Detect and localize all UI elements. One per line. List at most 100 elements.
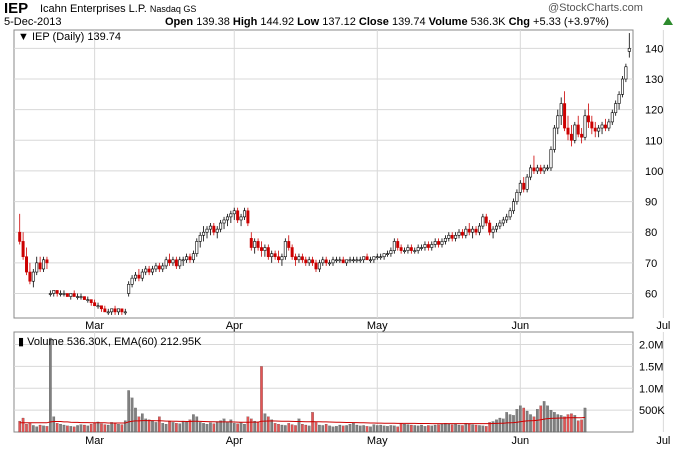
price-candle: [65, 293, 69, 297]
price-candle: [86, 299, 90, 301]
volume-label: Volume: [428, 16, 468, 28]
volume-bar: [120, 424, 124, 433]
volume-bar: [127, 390, 130, 433]
volume-bar: [413, 425, 417, 433]
volume-bar: [117, 424, 120, 433]
price-candle: [229, 213, 233, 218]
volume-bar: [55, 423, 59, 433]
price-candle: [600, 124, 604, 129]
volume-bar: [273, 423, 277, 433]
volume-bar: [420, 424, 423, 433]
volume-panel: 2.0M 1.5M 1.0M 500K: [13, 331, 665, 433]
volume-bar: [35, 426, 39, 433]
price-candle: [484, 216, 488, 224]
price-candle: [576, 124, 580, 135]
price-candle: [106, 311, 110, 314]
volume-bar: [576, 420, 580, 433]
volume-bar: [76, 425, 79, 433]
volume-bar: [290, 424, 294, 433]
volume-bar: [321, 425, 325, 433]
price-candle: [266, 247, 270, 258]
volume-bar: [532, 416, 536, 433]
price-candle: [556, 115, 560, 129]
price-candle: [331, 259, 335, 264]
price-candle: [321, 259, 325, 264]
volume-bar: [307, 425, 311, 433]
volume-bar: [198, 422, 202, 433]
price-candle: [174, 259, 178, 267]
price-candle: [426, 244, 430, 248]
price-candle: [48, 293, 52, 295]
price-candle: [151, 268, 155, 273]
volume-bar: [277, 424, 280, 433]
volume-bar: [42, 425, 45, 433]
price-candle: [420, 247, 424, 249]
chart-menu-icon[interactable]: ▼: [18, 31, 29, 43]
price-candle: [232, 210, 236, 215]
price-candle: [21, 241, 25, 258]
price-candle: [239, 216, 243, 221]
price-candle: [28, 271, 32, 282]
volume-bar: [447, 423, 451, 433]
volume-bar: [72, 426, 76, 433]
price-candle: [607, 121, 611, 129]
price-candle: [127, 283, 131, 294]
price-candle: [103, 308, 107, 313]
price-candle: [358, 259, 362, 262]
price-candle: [586, 115, 590, 123]
price-candle: [450, 234, 454, 239]
price-candle: [290, 247, 294, 258]
price-candle: [236, 210, 240, 221]
volume-bar: [471, 424, 474, 433]
volume-bar: [49, 337, 52, 433]
volume-bar: [570, 413, 573, 433]
price-candle: [505, 216, 509, 221]
volume-bar: [474, 424, 478, 433]
exchange-name: Nasdaq GS: [149, 4, 197, 14]
volume-bar: [508, 414, 512, 433]
volume-bar: [161, 423, 165, 433]
price-candle: [392, 241, 396, 251]
volume-bar: [399, 423, 403, 433]
volume-bar: [488, 422, 491, 433]
price-candle: [219, 222, 223, 230]
price-candle: [161, 265, 165, 270]
price-candle: [205, 228, 209, 233]
price-candle: [55, 290, 59, 294]
volume-bar: [209, 422, 212, 433]
volume-bar: [270, 419, 274, 433]
price-candle: [294, 256, 298, 261]
price-candle: [280, 256, 284, 261]
price-candle: [273, 253, 277, 258]
volume-tick-label: 2.0M: [639, 340, 663, 352]
volume-bar: [32, 425, 35, 433]
price-candle: [546, 167, 550, 170]
volume-bar: [151, 420, 154, 433]
price-candle: [116, 308, 120, 313]
volume-bar: [96, 421, 100, 433]
price-candle: [222, 219, 226, 224]
price-candle: [590, 121, 594, 129]
volume-bar: [311, 412, 314, 433]
volume-bar: [226, 422, 229, 433]
price-candle: [307, 259, 311, 264]
volume-bar: [416, 425, 420, 433]
volume-bar: [134, 407, 137, 433]
x-tick-label: Mar: [85, 320, 104, 332]
volume-bar: [410, 424, 413, 433]
price-candle: [430, 244, 434, 248]
volume-bar: [287, 423, 291, 433]
volume-bar: [100, 423, 103, 433]
volume-bar: [379, 424, 382, 433]
price-candle: [610, 112, 614, 123]
price-candle: [389, 250, 393, 254]
low-label: Low: [297, 16, 320, 28]
volume-bar: [284, 425, 287, 433]
volume-bar: [573, 415, 577, 433]
price-candle: [324, 259, 328, 264]
volume-bar: [495, 419, 498, 433]
volume-bar: [260, 366, 263, 433]
price-candle: [355, 259, 359, 262]
volume-bar: [389, 425, 393, 433]
price-candle: [423, 244, 427, 248]
